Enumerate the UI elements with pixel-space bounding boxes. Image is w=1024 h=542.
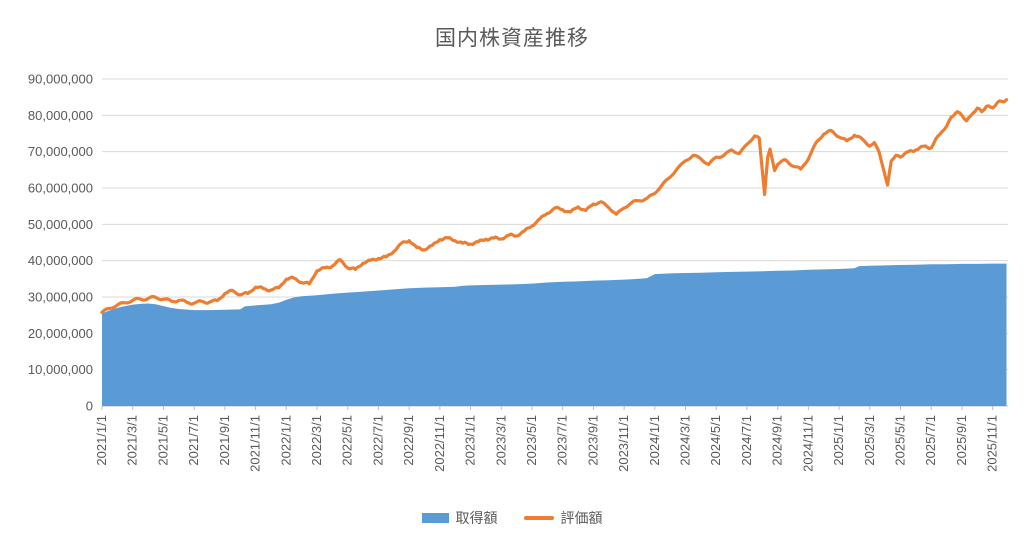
- legend-label-acquisition: 取得額: [455, 510, 498, 526]
- x-axis-tick-label: 2023/5/1: [524, 415, 539, 466]
- x-axis-tick-label: 2023/1/1: [463, 415, 478, 466]
- x-axis-tick-label: 2025/7/1: [923, 415, 938, 466]
- y-axis-tick-label: 40,000,000: [28, 253, 93, 268]
- x-axis-tick-label: 2021/3/1: [125, 415, 140, 466]
- y-axis-tick-label: 20,000,000: [28, 326, 93, 341]
- x-axis-tick-label: 2025/5/1: [893, 415, 908, 466]
- y-axis-tick-label: 70,000,000: [28, 144, 93, 159]
- y-axis-tick-label: 30,000,000: [28, 290, 93, 305]
- x-axis-tick-label: 2024/11/1: [800, 415, 815, 472]
- x-axis-tick-label: 2023/3/1: [493, 415, 508, 466]
- valuation-line-swatch-icon: [523, 516, 554, 520]
- x-axis-tick-label: 2021/11/1: [248, 415, 263, 472]
- y-axis-tick-label: 60,000,000: [28, 181, 93, 196]
- x-axis-tick-label: 2021/9/1: [217, 415, 232, 466]
- x-axis-tick-label: 2021/5/1: [155, 415, 170, 466]
- y-axis-tick-label: 80,000,000: [28, 108, 93, 123]
- x-axis-tick-label: 2022/7/1: [370, 415, 385, 466]
- y-axis-tick-label: 10,000,000: [28, 362, 93, 377]
- x-axis-tick-label: 2021/7/1: [186, 415, 201, 466]
- x-axis-tick-label: 2022/5/1: [340, 415, 355, 466]
- legend-label-valuation: 評価額: [560, 510, 603, 526]
- legend-item-valuation: 評価額: [523, 508, 603, 528]
- x-axis-tick-label: 2025/3/1: [862, 415, 877, 466]
- x-axis-tick-label: 2022/9/1: [401, 415, 416, 466]
- valuation-line-series: [100, 98, 1009, 314]
- legend: 取得額 評価額: [0, 508, 1024, 528]
- acquisition-area-series: [102, 263, 1007, 406]
- chart-title: 国内株資産推移: [435, 27, 589, 50]
- x-axis-tick-label: 2025/9/1: [954, 415, 969, 466]
- y-axis-tick-label: 0: [86, 399, 93, 414]
- x-axis-tick-label: 2023/9/1: [585, 415, 600, 466]
- x-axis-tick-label: 2024/1/1: [647, 415, 662, 466]
- x-axis-tick-label: 2021/1/1: [94, 415, 109, 466]
- x-axis-tick-label: 2025/1/1: [831, 415, 846, 466]
- x-axis-tick-label: 2022/1/1: [278, 415, 293, 466]
- x-axis-tick-label: 2022/11/1: [432, 415, 447, 472]
- x-axis-tick-label: 2022/3/1: [309, 415, 324, 466]
- x-axis-tick-label: 2023/7/1: [555, 415, 570, 466]
- x-axis-tick-label: 2024/7/1: [739, 415, 754, 466]
- y-axis-tick-label: 50,000,000: [28, 217, 93, 232]
- x-axis-tick-label: 2024/3/1: [678, 415, 693, 466]
- y-axis-tick-label: 90,000,000: [28, 72, 93, 87]
- x-axis-tick-label: 2024/5/1: [708, 415, 723, 466]
- x-axis-tick-label: 2024/9/1: [770, 415, 785, 466]
- legend-item-acquisition: 取得額: [421, 508, 498, 528]
- x-axis-tick-label: 2025/11/1: [985, 415, 1000, 472]
- x-axis-tick-label: 2023/11/1: [616, 415, 631, 472]
- acquisition-area-swatch-icon: [421, 513, 449, 523]
